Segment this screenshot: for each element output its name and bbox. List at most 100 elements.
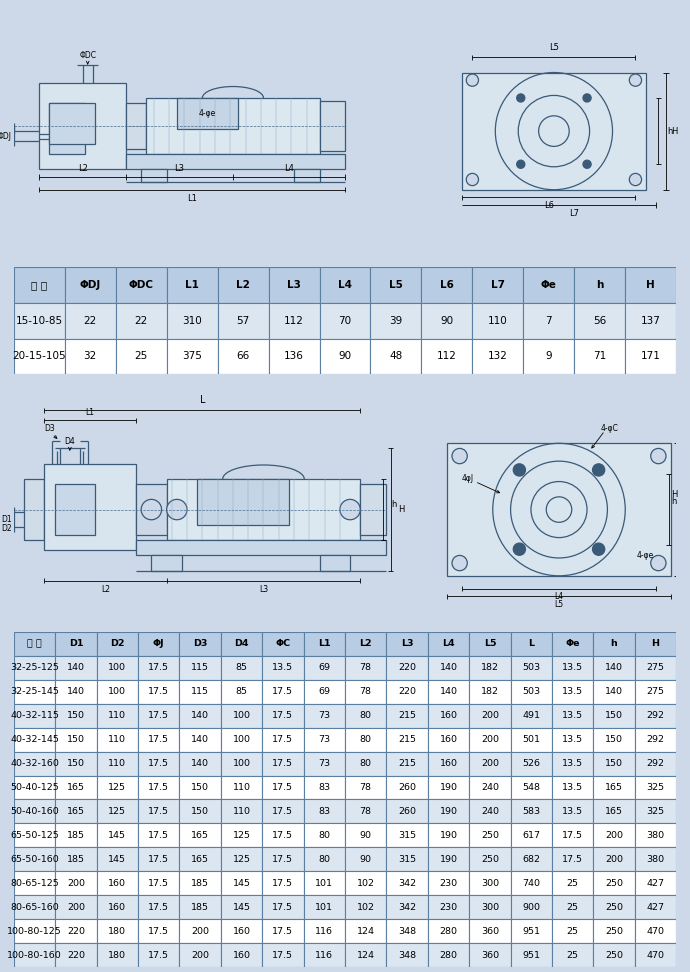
Text: 292: 292 <box>647 712 664 720</box>
Text: 280: 280 <box>440 951 457 959</box>
Text: 260: 260 <box>398 807 416 816</box>
Text: 69: 69 <box>318 687 331 696</box>
Bar <box>511 632 552 656</box>
Text: 185: 185 <box>67 831 85 840</box>
Bar <box>65 303 116 338</box>
Bar <box>469 776 511 799</box>
Bar <box>428 920 469 943</box>
Bar <box>469 728 511 751</box>
Text: 185: 185 <box>191 879 209 887</box>
Circle shape <box>513 543 526 555</box>
Bar <box>97 823 138 848</box>
Text: 200: 200 <box>191 926 209 936</box>
Bar <box>179 776 221 799</box>
Text: D2: D2 <box>110 640 125 648</box>
Bar <box>428 895 469 920</box>
Text: L5: L5 <box>484 640 496 648</box>
Bar <box>221 656 262 679</box>
Bar <box>428 943 469 967</box>
Text: 140: 140 <box>605 687 623 696</box>
Bar <box>167 479 360 540</box>
Bar <box>386 871 428 895</box>
Bar <box>552 751 593 776</box>
Bar <box>523 338 574 374</box>
Text: 125: 125 <box>108 807 126 816</box>
Text: 20-15-105: 20-15-105 <box>12 352 66 362</box>
Text: 325: 325 <box>647 807 664 816</box>
Bar <box>262 776 304 799</box>
Bar <box>262 920 304 943</box>
Bar <box>552 895 593 920</box>
Circle shape <box>167 500 187 520</box>
Bar <box>345 728 386 751</box>
Bar <box>138 751 179 776</box>
Text: 180: 180 <box>108 951 126 959</box>
Bar <box>511 848 552 871</box>
Text: 17.5: 17.5 <box>148 831 169 840</box>
Bar <box>304 823 345 848</box>
Bar <box>428 656 469 679</box>
Bar <box>345 895 386 920</box>
Bar <box>179 823 221 848</box>
Bar <box>179 704 221 728</box>
Text: 292: 292 <box>647 759 664 768</box>
Bar <box>262 799 304 823</box>
Text: 165: 165 <box>605 807 623 816</box>
Bar <box>14 656 55 679</box>
Text: 491: 491 <box>522 712 540 720</box>
Bar <box>179 871 221 895</box>
Text: 65-50-160: 65-50-160 <box>10 854 59 864</box>
Bar <box>97 871 138 895</box>
Bar <box>55 679 97 704</box>
Text: 17.5: 17.5 <box>562 831 583 840</box>
Bar <box>179 656 221 679</box>
Bar <box>116 338 167 374</box>
Text: 137: 137 <box>641 316 660 326</box>
Bar <box>14 799 55 823</box>
Bar <box>371 267 422 303</box>
Text: 165: 165 <box>191 854 209 864</box>
Bar <box>511 871 552 895</box>
Bar <box>447 443 671 575</box>
Circle shape <box>340 500 360 520</box>
Text: L3: L3 <box>401 640 413 648</box>
Text: 13.5: 13.5 <box>273 663 293 673</box>
Text: H: H <box>671 126 678 136</box>
Text: 40-32-115: 40-32-115 <box>10 712 59 720</box>
Bar <box>593 943 635 967</box>
Bar <box>138 823 179 848</box>
Text: 90: 90 <box>440 316 453 326</box>
Text: 342: 342 <box>398 903 416 912</box>
Text: 136: 136 <box>284 352 304 362</box>
Bar <box>217 303 268 338</box>
Text: 100: 100 <box>233 759 250 768</box>
Bar <box>635 848 676 871</box>
Bar <box>304 728 345 751</box>
Text: 17.5: 17.5 <box>148 663 169 673</box>
Circle shape <box>466 173 478 186</box>
Text: 17.5: 17.5 <box>273 735 293 745</box>
Bar <box>179 751 221 776</box>
Text: L4: L4 <box>442 640 455 648</box>
Text: 360: 360 <box>481 926 499 936</box>
Bar <box>469 920 511 943</box>
Bar <box>97 751 138 776</box>
Text: 140: 140 <box>191 712 209 720</box>
Bar <box>221 895 262 920</box>
Text: 13.5: 13.5 <box>562 663 583 673</box>
Bar <box>55 848 97 871</box>
Bar <box>469 848 511 871</box>
Bar <box>97 920 138 943</box>
Bar <box>552 656 593 679</box>
Bar <box>14 303 65 338</box>
Bar <box>221 704 262 728</box>
Text: 548: 548 <box>522 783 540 792</box>
Bar <box>126 103 146 149</box>
Text: 124: 124 <box>357 926 375 936</box>
Bar <box>552 799 593 823</box>
Text: 470: 470 <box>647 951 664 959</box>
Bar <box>262 632 304 656</box>
Text: L5: L5 <box>549 43 559 52</box>
Text: 140: 140 <box>191 759 209 768</box>
Bar <box>635 776 676 799</box>
